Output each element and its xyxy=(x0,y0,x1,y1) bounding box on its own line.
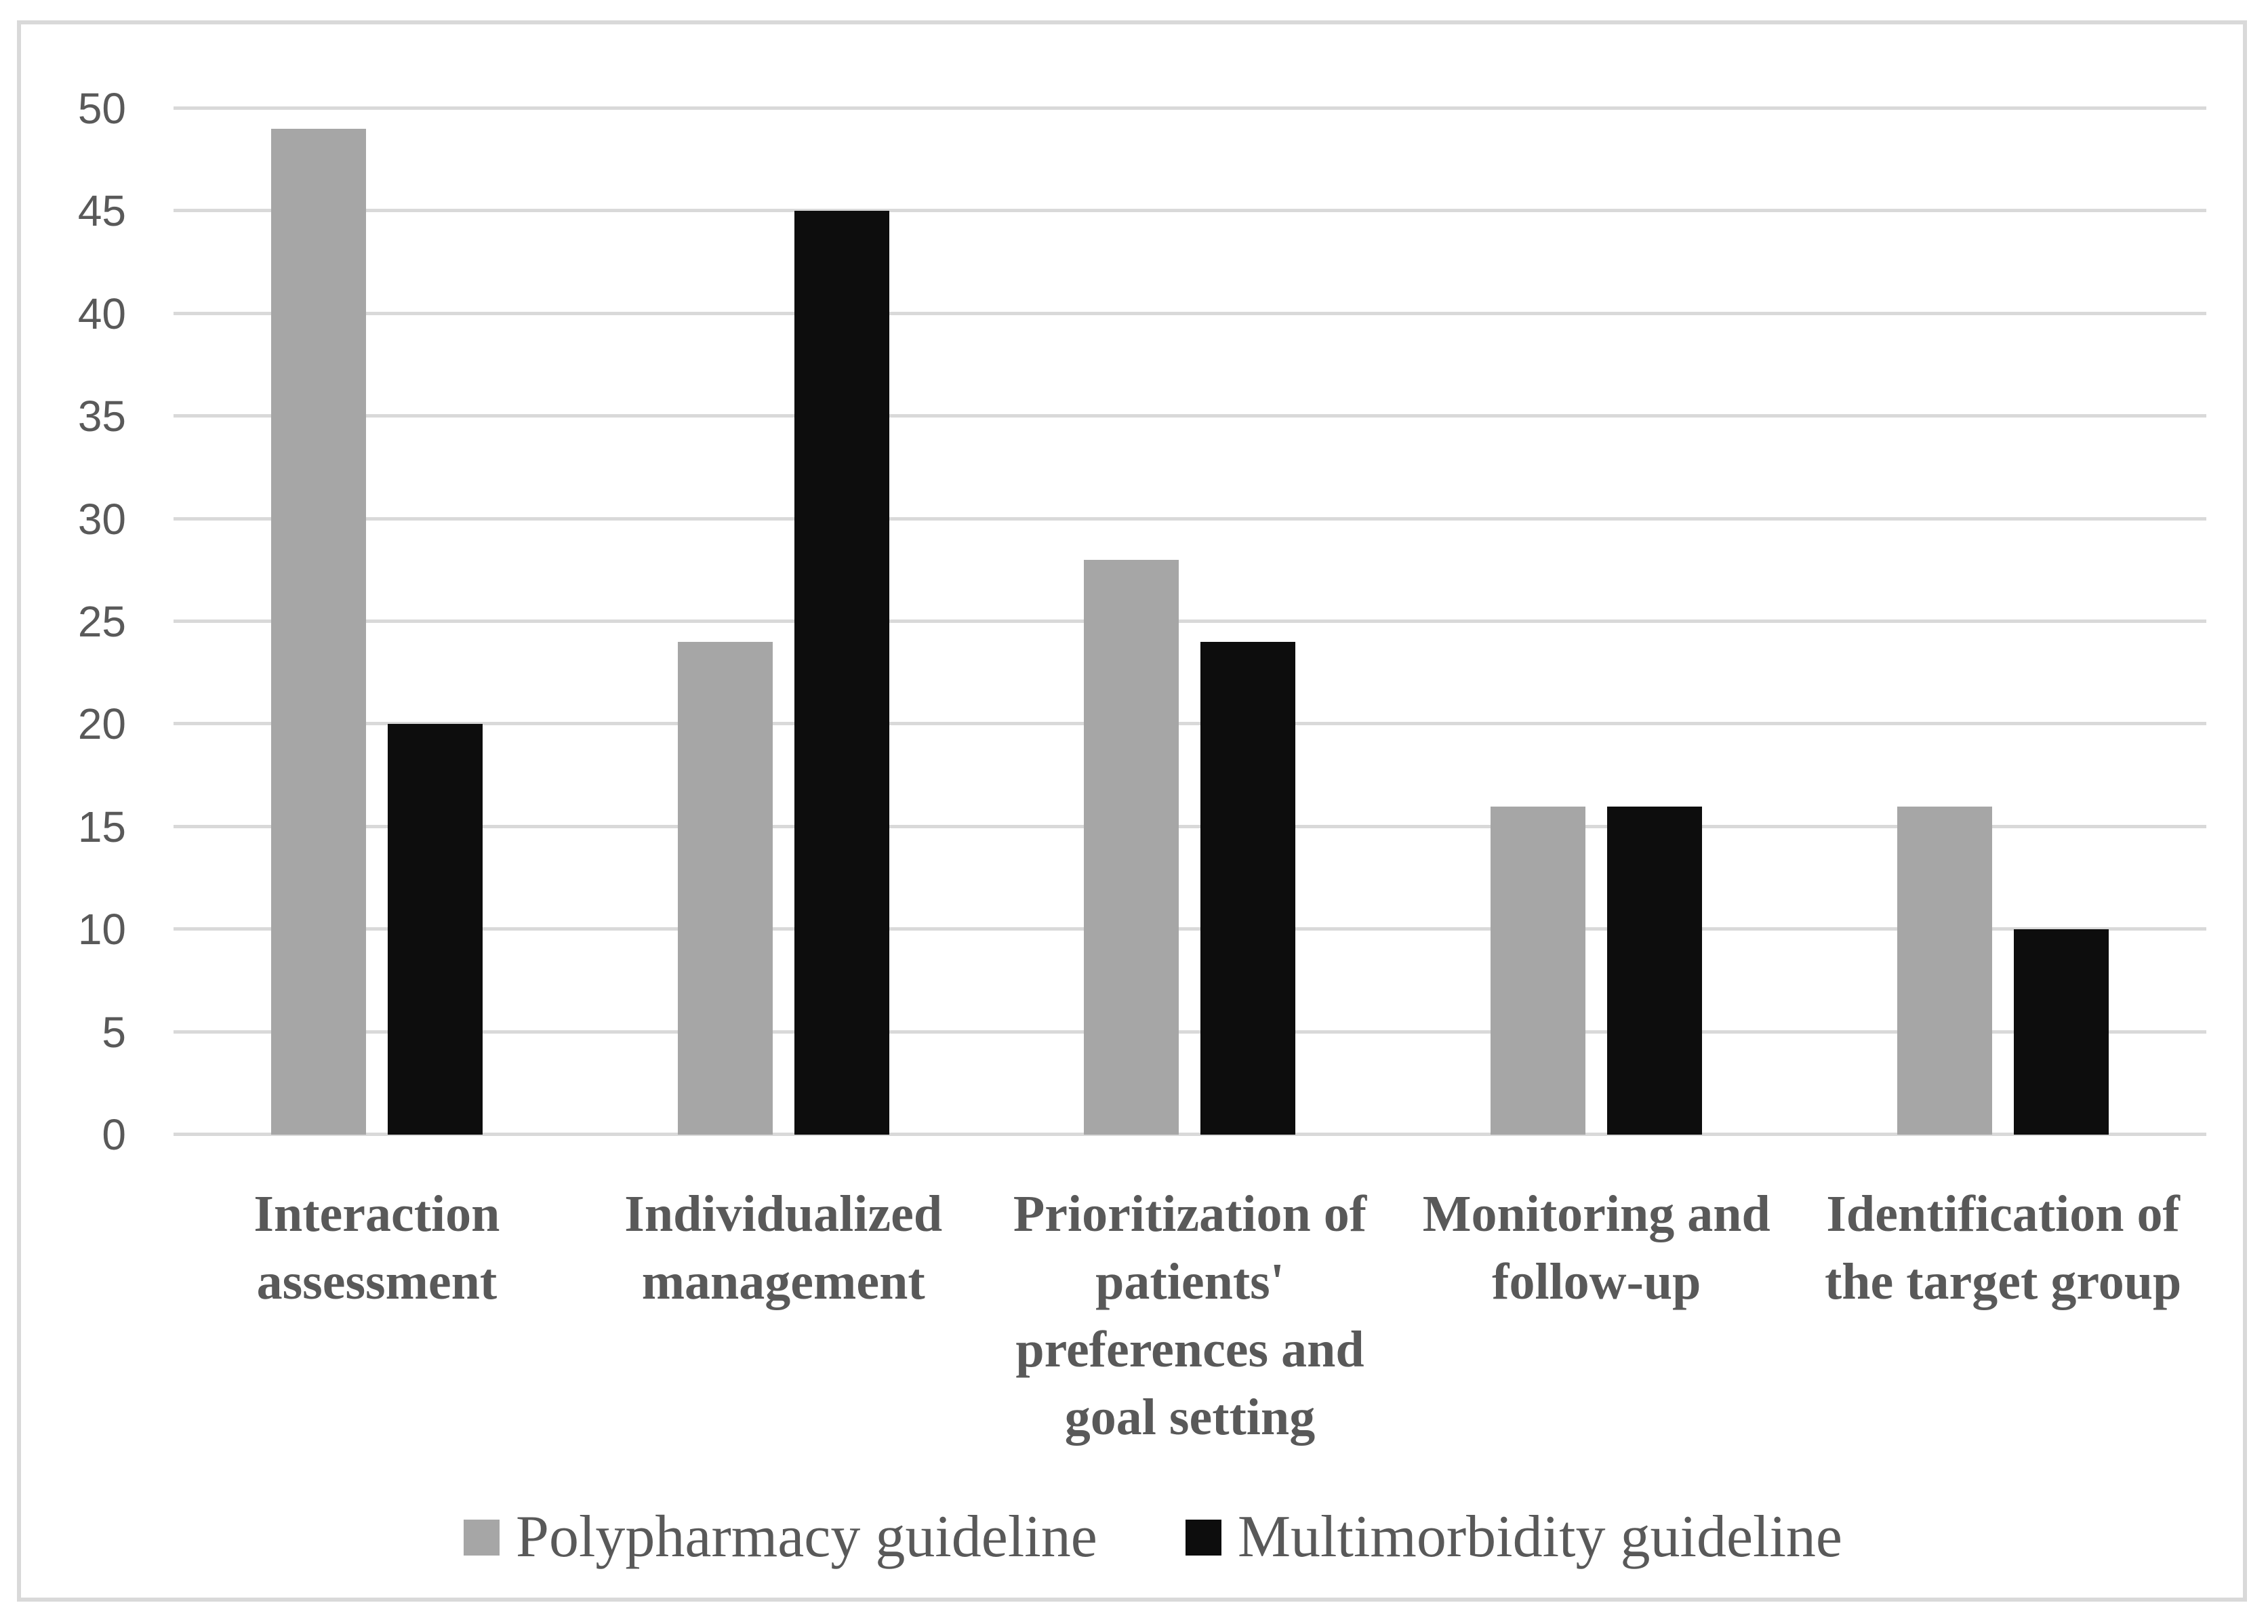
bar-group-2 xyxy=(987,108,1394,1135)
y-axis-tick-labels: 0 5 10 15 20 25 30 35 40 45 50 xyxy=(21,87,126,1156)
bar-multimorbidity-2 xyxy=(1200,642,1296,1135)
gridline-50 xyxy=(174,106,2206,110)
gridline-40 xyxy=(174,311,2206,315)
bar-multimorbidity-1 xyxy=(794,211,889,1135)
gridline-30 xyxy=(174,516,2206,521)
bar-multimorbidity-4 xyxy=(2014,929,2109,1135)
bar-polypharmacy-2 xyxy=(1084,560,1179,1135)
polypharmacy-series-swatch-icon xyxy=(464,1519,500,1556)
gridline-35 xyxy=(174,414,2206,418)
y-tick-label-30: 30 xyxy=(77,494,126,544)
bar-polypharmacy-0 xyxy=(270,129,366,1135)
category-label-identification-target-group: Identification of the target group xyxy=(1824,1185,2182,1310)
y-tick-label-25: 25 xyxy=(77,597,126,646)
category-label-individualized-management: Individualized management xyxy=(624,1185,943,1310)
bar-group-0 xyxy=(174,108,580,1135)
y-tick-label-10: 10 xyxy=(77,905,126,954)
gridline-20 xyxy=(174,722,2206,726)
chart-figure: 0 5 10 15 20 25 30 35 40 45 50 Interaction assessm… xyxy=(17,20,2247,1602)
gridline-25 xyxy=(174,620,2206,623)
gridline-5 xyxy=(174,1030,2206,1034)
category-label-interaction-assessment: Interaction assessment xyxy=(254,1185,500,1310)
bar-multimorbidity-3 xyxy=(1607,806,1703,1135)
bar-multimorbidity-0 xyxy=(387,724,483,1135)
y-tick-label-20: 20 xyxy=(77,699,126,749)
legend-item-polypharmacy: Polypharmacy guideline xyxy=(464,1502,1097,1572)
legend: Polypharmacy guideline Multimorbidity gu… xyxy=(42,1502,2264,1572)
plot-area xyxy=(174,106,2206,1136)
y-tick-label-45: 45 xyxy=(77,186,126,236)
y-tick-label-40: 40 xyxy=(77,289,126,338)
y-tick-label-15: 15 xyxy=(77,802,126,851)
bar-groups xyxy=(174,108,2206,1135)
multimorbidity-series-swatch-icon xyxy=(1185,1519,1221,1556)
bar-polypharmacy-4 xyxy=(1897,806,1993,1135)
y-tick-label-0: 0 xyxy=(102,1110,126,1159)
y-tick-label-5: 5 xyxy=(102,1007,126,1057)
gridline-10 xyxy=(174,927,2206,931)
gridline-0 xyxy=(174,1133,2206,1136)
category-label-prioritization: Prioritization of patients' preferences … xyxy=(1013,1185,1367,1446)
y-tick-label-35: 35 xyxy=(77,392,126,441)
bar-group-4 xyxy=(1800,108,2206,1135)
gridline-45 xyxy=(174,209,2206,213)
gridline-15 xyxy=(174,824,2206,828)
bar-group-3 xyxy=(1393,108,1800,1135)
category-label-monitoring-follow-up: Monitoring and follow-up xyxy=(1422,1185,1770,1310)
x-axis-category-labels: Interaction assessment Individualized ma… xyxy=(174,1180,2206,1451)
bar-group-1 xyxy=(580,108,987,1135)
legend-label-multimorbidity: Multimorbidity guideline xyxy=(1237,1504,1842,1570)
y-tick-label-50: 50 xyxy=(77,84,126,133)
bar-polypharmacy-1 xyxy=(677,642,773,1135)
legend-item-multimorbidity: Multimorbidity guideline xyxy=(1185,1502,1842,1572)
bar-polypharmacy-3 xyxy=(1491,806,1586,1135)
legend-label-polypharmacy: Polypharmacy guideline xyxy=(516,1504,1097,1570)
